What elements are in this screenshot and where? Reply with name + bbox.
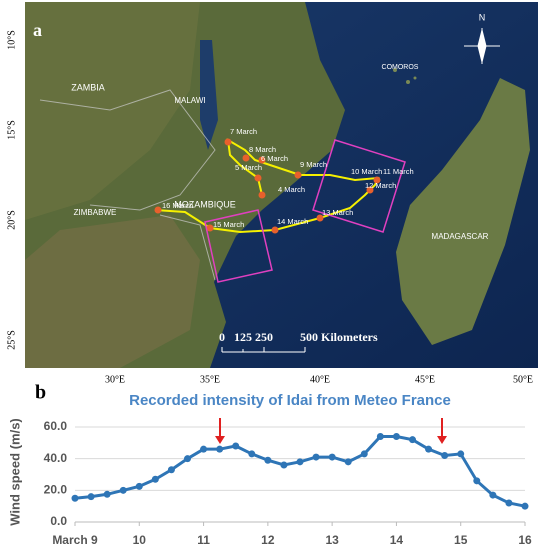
data-point: [360, 450, 368, 458]
lat-label: 20°S: [6, 210, 17, 230]
panel-label: b: [35, 382, 46, 404]
lat-label: 10°S: [6, 30, 17, 50]
data-point: [71, 494, 79, 502]
x-tick-label: 12: [261, 533, 275, 547]
lon-label: 40°E: [310, 374, 330, 385]
data-point: [216, 445, 224, 453]
borders: [39, 89, 216, 281]
y-tick-label: 40.0: [44, 451, 68, 465]
track: [154, 138, 380, 234]
x-tick-label: 16: [518, 533, 532, 547]
data-point: [521, 502, 529, 510]
lake-malawi: [200, 40, 218, 150]
data-point: [489, 491, 497, 499]
x-tick-label: 15: [454, 533, 468, 547]
series-line: [74, 435, 526, 508]
date-label: 6 March: [261, 154, 288, 163]
lat-label: 25°S: [6, 330, 17, 350]
data-point: [184, 455, 191, 463]
data-point: [312, 453, 320, 461]
data-point: [296, 458, 304, 466]
x-tick-label: 14: [390, 533, 404, 547]
data-point: [200, 445, 208, 453]
country-label: COMOROS: [382, 64, 419, 71]
data-point: [473, 477, 481, 485]
date-label: 13 March: [322, 208, 353, 217]
data-point: [264, 456, 272, 464]
date-label: 8 March: [249, 145, 276, 154]
date-label: 16 March: [162, 201, 193, 210]
lat-label: 15°S: [6, 120, 17, 140]
country-label: MADAGASCAR: [432, 232, 489, 241]
date-label: 5 March: [235, 163, 262, 172]
date-label: 14 March: [277, 217, 308, 226]
track-points: [154, 138, 381, 234]
land-shade: [25, 215, 200, 368]
map: a N: [25, 2, 538, 368]
data-point: [248, 450, 256, 458]
scale-label: 500 Kilometers: [300, 330, 378, 344]
x-tick-label: 13: [325, 533, 339, 547]
madagascar: [396, 78, 530, 345]
data-point: [103, 490, 111, 498]
date-label: 11 March: [383, 167, 414, 176]
date-label: 7 March: [230, 127, 257, 136]
panel-label: a: [33, 20, 42, 40]
land-shade: [25, 2, 200, 220]
data-point: [376, 433, 384, 440]
data-point: [167, 466, 175, 474]
data-point: [135, 482, 143, 490]
chart-title: Recorded intensity of Idai from Meteo Fr…: [129, 392, 451, 409]
date-label: 10 March: [351, 167, 382, 176]
data-point: [505, 499, 513, 507]
data-point: [441, 452, 449, 459]
lon-label: 45°E: [415, 374, 435, 385]
lon-label: 35°E: [200, 374, 220, 385]
y-tick-label: 60.0: [44, 419, 68, 433]
data-point: [344, 458, 352, 466]
data-point: [87, 493, 95, 501]
chart: b Recorded intensity of Idai from Meteo …: [7, 382, 450, 526]
boxes: [204, 139, 406, 283]
date-label: 15 March: [213, 220, 244, 229]
data-point: [151, 475, 159, 483]
data-point: [119, 486, 127, 494]
x-tick-label: 11: [197, 533, 210, 547]
data-point: [392, 433, 400, 440]
x-tick-label: 10: [133, 533, 147, 547]
scale-label: 250: [255, 330, 273, 344]
country-label: ZAMBIA: [71, 82, 105, 92]
x-tick-label: March 9: [52, 533, 98, 547]
country-label: ZIMBABWE: [74, 208, 117, 217]
lon-label: 30°E: [105, 374, 125, 385]
map-labels: 10°S 15°S 20°S 25°S 30°E 35°E 40°E 45°E 50°E ZAMB…: [6, 30, 533, 385]
country-label: MALAWI: [174, 96, 205, 105]
country-label: MOZAMBIQUE: [174, 199, 236, 209]
scale-label: 0: [219, 330, 225, 344]
data-point: [425, 445, 433, 453]
date-label: 4 March: [278, 185, 305, 194]
scale-label: 125: [234, 330, 252, 344]
north-label: N: [479, 12, 486, 22]
date-label: 12 March: [365, 181, 396, 190]
lon-label: 50°E: [513, 374, 533, 385]
y-tick-label: 20.0: [44, 483, 68, 497]
data-point: [232, 442, 240, 450]
date-label: 9 March: [300, 160, 327, 169]
data-point: [457, 450, 465, 458]
arrow-head: [215, 436, 225, 444]
y-tick-label: 0.0: [50, 514, 67, 528]
arrow-head: [437, 436, 447, 444]
data-point: [409, 436, 416, 444]
scale-bar: [221, 347, 306, 353]
data-point: [328, 453, 336, 461]
data-point: [280, 461, 288, 469]
compass: [464, 28, 500, 64]
y-axis-label: Wind speed (m/s): [7, 418, 22, 526]
